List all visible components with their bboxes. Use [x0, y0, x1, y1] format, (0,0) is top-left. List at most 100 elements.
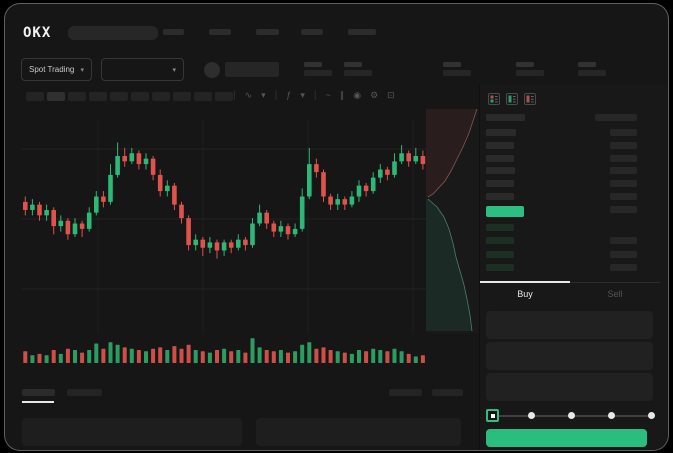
orderbook-header — [480, 113, 660, 123]
settings-icon[interactable]: ⚙ — [370, 89, 379, 100]
price-field[interactable] — [486, 311, 653, 339]
active-tab-indicator — [480, 281, 570, 283]
stat-label-placeholder — [304, 62, 322, 67]
chevron-down-icon: ▾ — [172, 66, 176, 74]
timeframe-button[interactable] — [47, 91, 65, 101]
bid-price-placeholder — [486, 264, 514, 272]
stat-label-placeholder — [344, 62, 362, 67]
ask-amount-placeholder — [610, 193, 637, 200]
amount-field[interactable] — [486, 342, 653, 370]
chevron-down-icon: ▾ — [80, 66, 84, 74]
tab-divider — [480, 282, 660, 283]
market-type-selector[interactable]: Spot Trading ▾ — [21, 58, 92, 81]
bid-row[interactable] — [480, 236, 660, 246]
tab-sell[interactable]: Sell — [570, 288, 660, 300]
separator: | — [274, 89, 278, 101]
ask-amount-placeholder — [610, 154, 637, 162]
slider-step-dot[interactable] — [528, 412, 535, 419]
timeframe-button[interactable] — [173, 91, 191, 101]
chevron-down-icon[interactable]: ▾ — [261, 89, 266, 100]
timeframe-button[interactable] — [194, 91, 212, 101]
bottom-tab-open-orders[interactable] — [22, 389, 55, 396]
slider-step-dot[interactable] — [608, 412, 615, 419]
timeframe-button[interactable] — [89, 91, 107, 101]
total-field[interactable] — [486, 373, 653, 401]
ask-amount-placeholder — [610, 141, 637, 149]
bid-amount-placeholder — [610, 264, 637, 272]
timeframe-button[interactable] — [152, 91, 170, 101]
bid-amount-placeholder — [610, 237, 637, 245]
buy-submit-button[interactable] — [486, 429, 647, 447]
last-amount-placeholder — [610, 206, 637, 213]
ask-price-placeholder — [486, 141, 514, 149]
slider-step-dot[interactable] — [568, 412, 575, 419]
timeframe-button[interactable] — [131, 91, 149, 101]
nav-item[interactable] — [348, 29, 376, 35]
book-bids-icon[interactable] — [506, 93, 518, 105]
orderbook-last-price[interactable] — [480, 205, 660, 217]
nav-item[interactable] — [209, 29, 231, 35]
ask-row[interactable] — [480, 154, 660, 164]
ask-row[interactable] — [480, 128, 660, 138]
nav-item[interactable] — [301, 29, 323, 35]
screenshot-icon[interactable]: ◉ — [353, 89, 362, 100]
stat-label-placeholder — [578, 62, 596, 67]
line-tool-icon[interactable]: ~ — [325, 90, 331, 100]
stat-value-placeholder — [344, 70, 372, 76]
stat-label-placeholder — [443, 62, 461, 67]
nav-item[interactable] — [163, 29, 184, 35]
stat-pair — [344, 62, 372, 76]
stat-pair — [443, 62, 471, 76]
orderbook-view-toggles — [488, 93, 536, 105]
ask-row[interactable] — [480, 166, 660, 176]
separator: | — [233, 89, 236, 101]
last-price-bar — [486, 206, 524, 217]
bid-price-placeholder — [486, 250, 514, 258]
pair-dropdown[interactable]: ▾ — [101, 58, 184, 81]
search-input[interactable] — [68, 26, 158, 40]
fullscreen-icon[interactable]: ⊡ — [387, 89, 395, 100]
book-split-icon[interactable] — [488, 93, 500, 105]
orderbook — [480, 85, 660, 285]
chevron-down-icon[interactable]: ▾ — [300, 89, 305, 100]
stat-label-placeholder — [516, 62, 534, 67]
ask-price-placeholder — [486, 154, 514, 162]
stat-value-placeholder — [443, 70, 471, 76]
ask-row[interactable] — [480, 179, 660, 189]
stat-value-placeholder — [516, 70, 544, 76]
candle-style-icon[interactable]: ƒ — [286, 90, 292, 100]
ask-row[interactable] — [480, 141, 660, 151]
bottom-link-2[interactable] — [432, 389, 463, 396]
separator: | — [313, 89, 317, 101]
timeframe-button[interactable] — [215, 91, 233, 101]
ask-amount-placeholder — [610, 167, 637, 175]
ask-row[interactable] — [480, 192, 660, 202]
bid-row[interactable] — [480, 263, 660, 273]
bottom-tab-order-history[interactable] — [67, 389, 102, 396]
chart-tool-icons: | ∿ ▾ | ƒ ▾ | ~ ∥ ◉ ⚙ ⊡ — [233, 88, 395, 102]
header-price-placeholder — [486, 114, 525, 121]
bid-row[interactable] — [480, 250, 660, 260]
top-nav — [5, 4, 668, 47]
bottom-link-1[interactable] — [389, 389, 422, 396]
pair-name-placeholder — [225, 62, 279, 77]
indicators-icon[interactable]: ∿ — [244, 89, 253, 100]
slider-step-dot[interactable] — [648, 412, 655, 419]
timeframe-button[interactable] — [68, 91, 86, 101]
timeframe-button[interactable] — [26, 91, 44, 101]
stat-pair — [578, 62, 606, 76]
bid-amount-placeholder — [610, 250, 637, 258]
candlestick-chart[interactable] — [21, 109, 426, 367]
slider-handle[interactable] — [486, 409, 499, 422]
okx-logo: OKX — [23, 25, 52, 41]
ask-price-placeholder — [486, 129, 516, 136]
book-asks-icon[interactable] — [524, 93, 536, 105]
ask-amount-placeholder — [610, 180, 637, 188]
tab-buy[interactable]: Buy — [480, 288, 570, 300]
bid-row[interactable] — [480, 223, 660, 233]
ask-amount-placeholder — [610, 129, 637, 136]
nav-item[interactable] — [256, 29, 279, 35]
timeframe-button[interactable] — [110, 91, 128, 101]
compare-icon[interactable]: ∥ — [339, 89, 345, 100]
ask-price-placeholder — [486, 180, 514, 188]
